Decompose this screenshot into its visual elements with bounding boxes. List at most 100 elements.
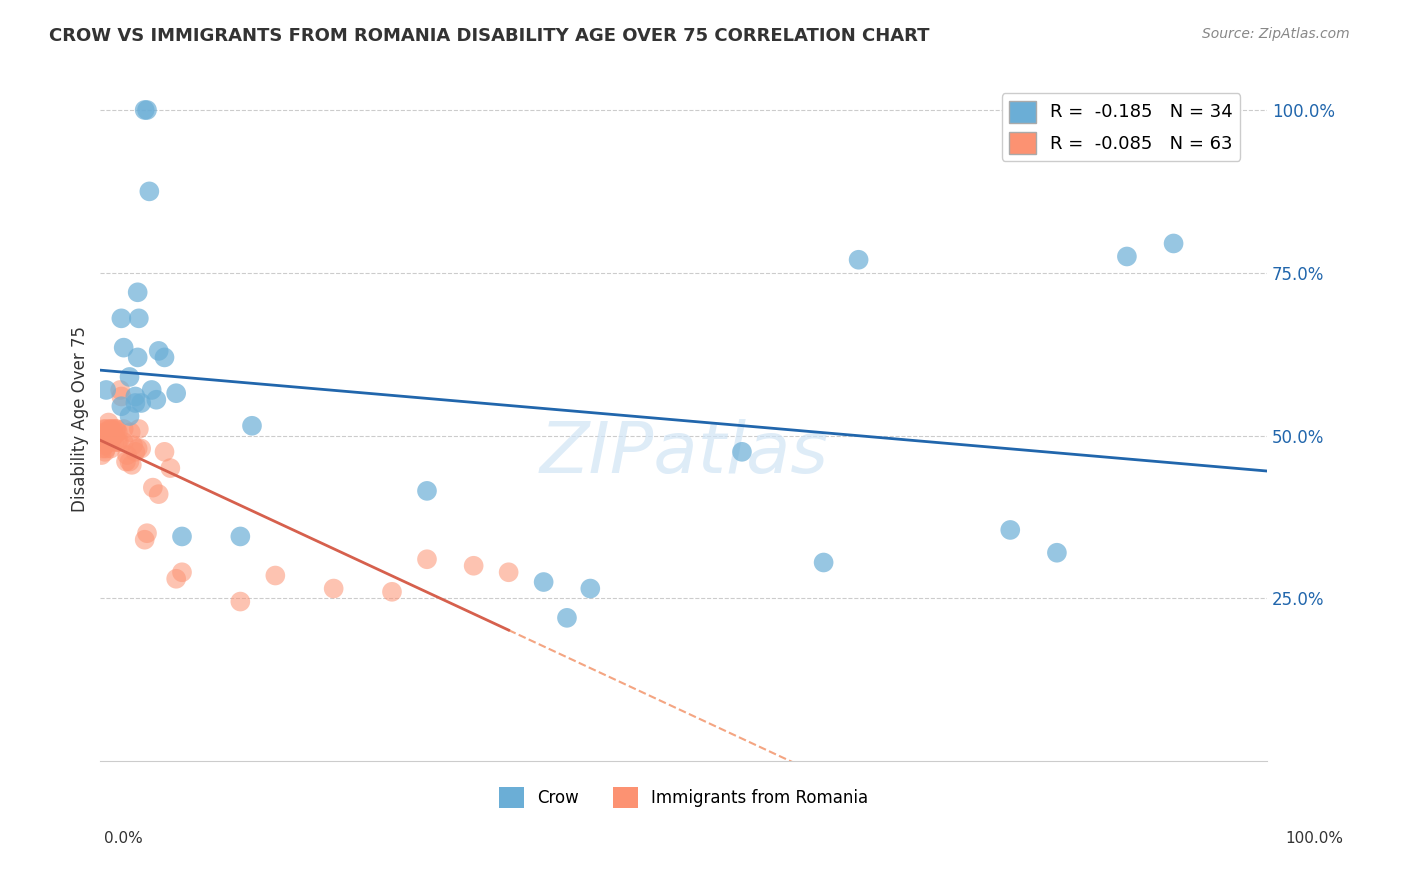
Point [533,574,555,589]
Point [103,422,125,436]
Point [98,425,121,440]
Point [229,529,252,543]
Point [115,448,138,462]
Point [813,556,835,570]
Point [101,428,124,442]
Text: CROW VS IMMIGRANTS FROM ROMANIA DISABILITY AGE OVER 75 CORRELATION CHART: CROW VS IMMIGRANTS FROM ROMANIA DISABILI… [49,27,929,45]
Point [165,386,187,401]
Point [112,341,135,355]
Point [103,428,125,442]
Text: 100.0%: 100.0% [1285,831,1344,846]
Point [108,435,131,450]
Point [148,343,170,358]
Text: 0.0%: 0.0% [104,831,143,846]
Point [108,383,131,397]
Point [96,442,118,456]
Point [416,552,439,566]
Legend: Crow, Immigrants from Romania: Crow, Immigrants from Romania [492,780,875,814]
Point [100,442,122,456]
Point [91,428,114,442]
Point [93,428,115,442]
Point [118,370,141,384]
Point [91,442,114,456]
Point [112,435,135,450]
Point [579,582,602,596]
Point [165,572,187,586]
Point [134,533,156,547]
Point [1163,236,1185,251]
Point [170,529,193,543]
Point [97,432,120,446]
Point [127,442,149,456]
Point [124,389,146,403]
Point [141,383,163,397]
Text: Source: ZipAtlas.com: Source: ZipAtlas.com [1202,27,1350,41]
Point [145,392,167,407]
Text: ZIPatlas: ZIPatlas [538,419,828,488]
Point [118,454,141,468]
Point [322,582,344,596]
Point [138,185,160,199]
Point [94,445,117,459]
Point [101,432,124,446]
Point [100,422,122,436]
Point [93,425,115,440]
Point [170,566,193,580]
Point [115,454,138,468]
Point [153,351,176,365]
Point [134,103,156,117]
Point [96,383,118,397]
Point [96,425,118,440]
Point [240,418,263,433]
Point [129,396,152,410]
Point [229,594,252,608]
Point [127,351,149,365]
Point [136,103,159,117]
Y-axis label: Disability Age Over 75: Disability Age Over 75 [72,326,89,512]
Point [118,409,141,423]
Point [94,432,117,446]
Point [1046,546,1069,560]
Point [124,445,146,459]
Point [731,445,754,459]
Point [107,435,129,450]
Point [498,566,520,580]
Point [110,399,132,413]
Point [96,428,118,442]
Point [159,461,181,475]
Point [97,416,120,430]
Point [110,311,132,326]
Point [264,568,287,582]
Point [416,483,439,498]
Point [121,458,143,472]
Point [124,396,146,410]
Point [101,425,124,440]
Point [105,422,128,436]
Point [148,487,170,501]
Point [96,422,118,436]
Point [120,425,142,440]
Point [153,445,176,459]
Point [555,611,578,625]
Point [93,422,115,436]
Point [1116,250,1139,264]
Point [98,422,121,436]
Point [107,425,129,440]
Point [112,422,135,436]
Point [1000,523,1022,537]
Point [463,558,485,573]
Point [96,435,118,450]
Point [110,389,132,403]
Point [122,438,145,452]
Point [381,584,404,599]
Point [127,285,149,300]
Point [97,428,120,442]
Point [94,438,117,452]
Point [104,422,127,436]
Point [128,422,150,436]
Point [94,435,117,450]
Point [90,448,112,462]
Point [136,526,159,541]
Point [142,481,165,495]
Point [93,435,115,450]
